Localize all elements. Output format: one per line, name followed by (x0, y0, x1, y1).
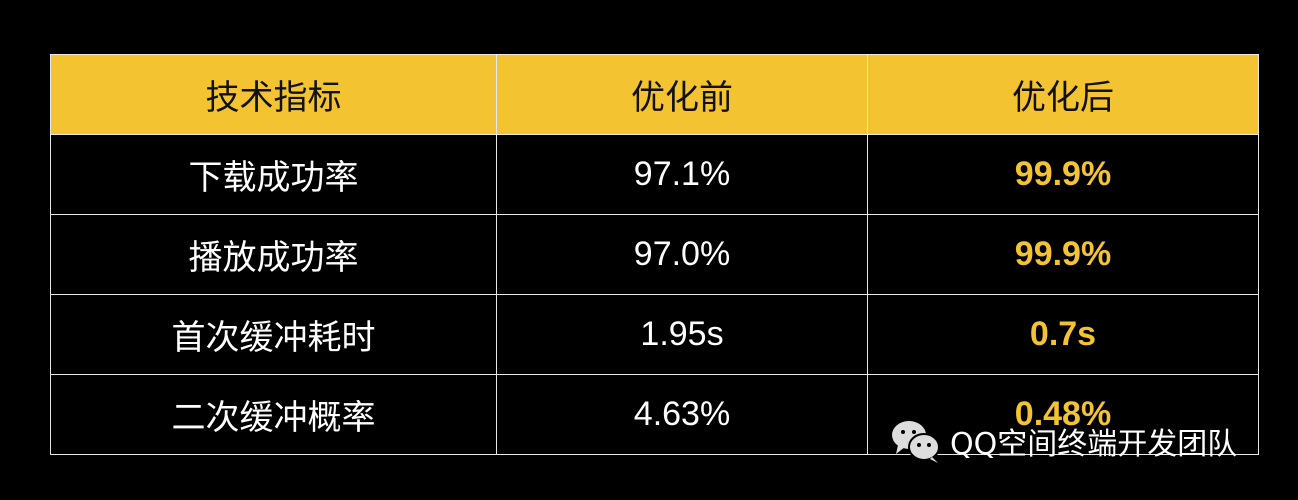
before-cell: 1.95s (496, 294, 868, 375)
metric-cell: 下载成功率 (50, 134, 497, 215)
after-cell: 99.9% (867, 214, 1259, 295)
metric-cell: 播放成功率 (50, 214, 497, 295)
before-cell: 97.1% (496, 134, 868, 215)
header-metric: 技术指标 (50, 54, 497, 135)
watermark: QQ空间终端开发团队 (890, 418, 1237, 464)
after-cell: 0.7s (867, 294, 1259, 375)
header-row: 技术指标 优化前 优化后 (50, 54, 1259, 135)
table-row: 播放成功率 97.0% 99.9% (50, 214, 1259, 295)
wechat-icon (890, 418, 942, 464)
before-cell: 4.63% (496, 374, 868, 455)
metric-cell: 首次缓冲耗时 (50, 294, 497, 375)
after-cell: 99.9% (867, 134, 1259, 215)
table-row: 下载成功率 97.1% 99.9% (50, 134, 1259, 215)
header-after: 优化后 (867, 54, 1259, 135)
table-row: 二次缓冲概率 4.63% 0.48% (50, 374, 1259, 455)
watermark-text: QQ空间终端开发团队 (950, 427, 1238, 462)
metric-cell: 二次缓冲概率 (50, 374, 497, 455)
before-cell: 97.0% (496, 214, 868, 295)
comparison-table: 技术指标 优化前 优化后 下载成功率 97.1% 99.9% 播放成功率 97.… (50, 54, 1259, 455)
table-row: 首次缓冲耗时 1.95s 0.7s (50, 294, 1259, 375)
header-before: 优化前 (496, 54, 868, 135)
